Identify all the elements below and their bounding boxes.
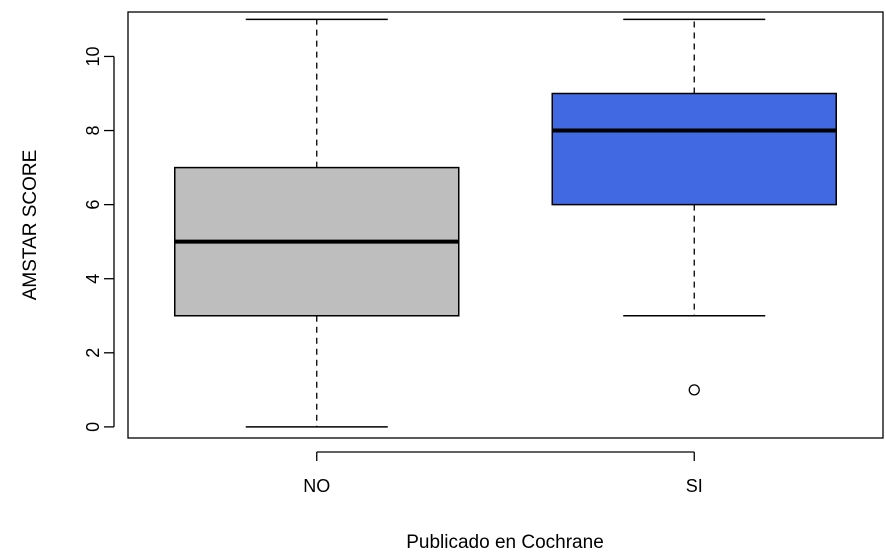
- x-axis-title: Publicado en Cochrane: [406, 532, 604, 553]
- y-axis: 0 2 4 6 8 10: [83, 46, 115, 432]
- y-tick-label: 8: [83, 126, 103, 136]
- y-tick-label: 10: [83, 46, 103, 66]
- y-tick-label: 0: [83, 422, 103, 432]
- y-tick-label: 2: [83, 348, 103, 358]
- iqr-box: [551, 92, 837, 206]
- x-axis: NO SI: [303, 451, 703, 496]
- boxes-layer: [174, 18, 837, 428]
- outlier-point: [688, 384, 700, 396]
- x-tick-label: SI: [686, 476, 703, 496]
- x-tick-label: NO: [303, 476, 330, 496]
- y-tick-label: 6: [83, 200, 103, 210]
- plot-frame: [127, 11, 884, 439]
- box-group-si: [551, 18, 837, 396]
- box-group-no: [174, 18, 460, 428]
- y-axis-title: AMSTAR SCORE: [20, 150, 41, 301]
- y-tick-label: 4: [83, 274, 103, 284]
